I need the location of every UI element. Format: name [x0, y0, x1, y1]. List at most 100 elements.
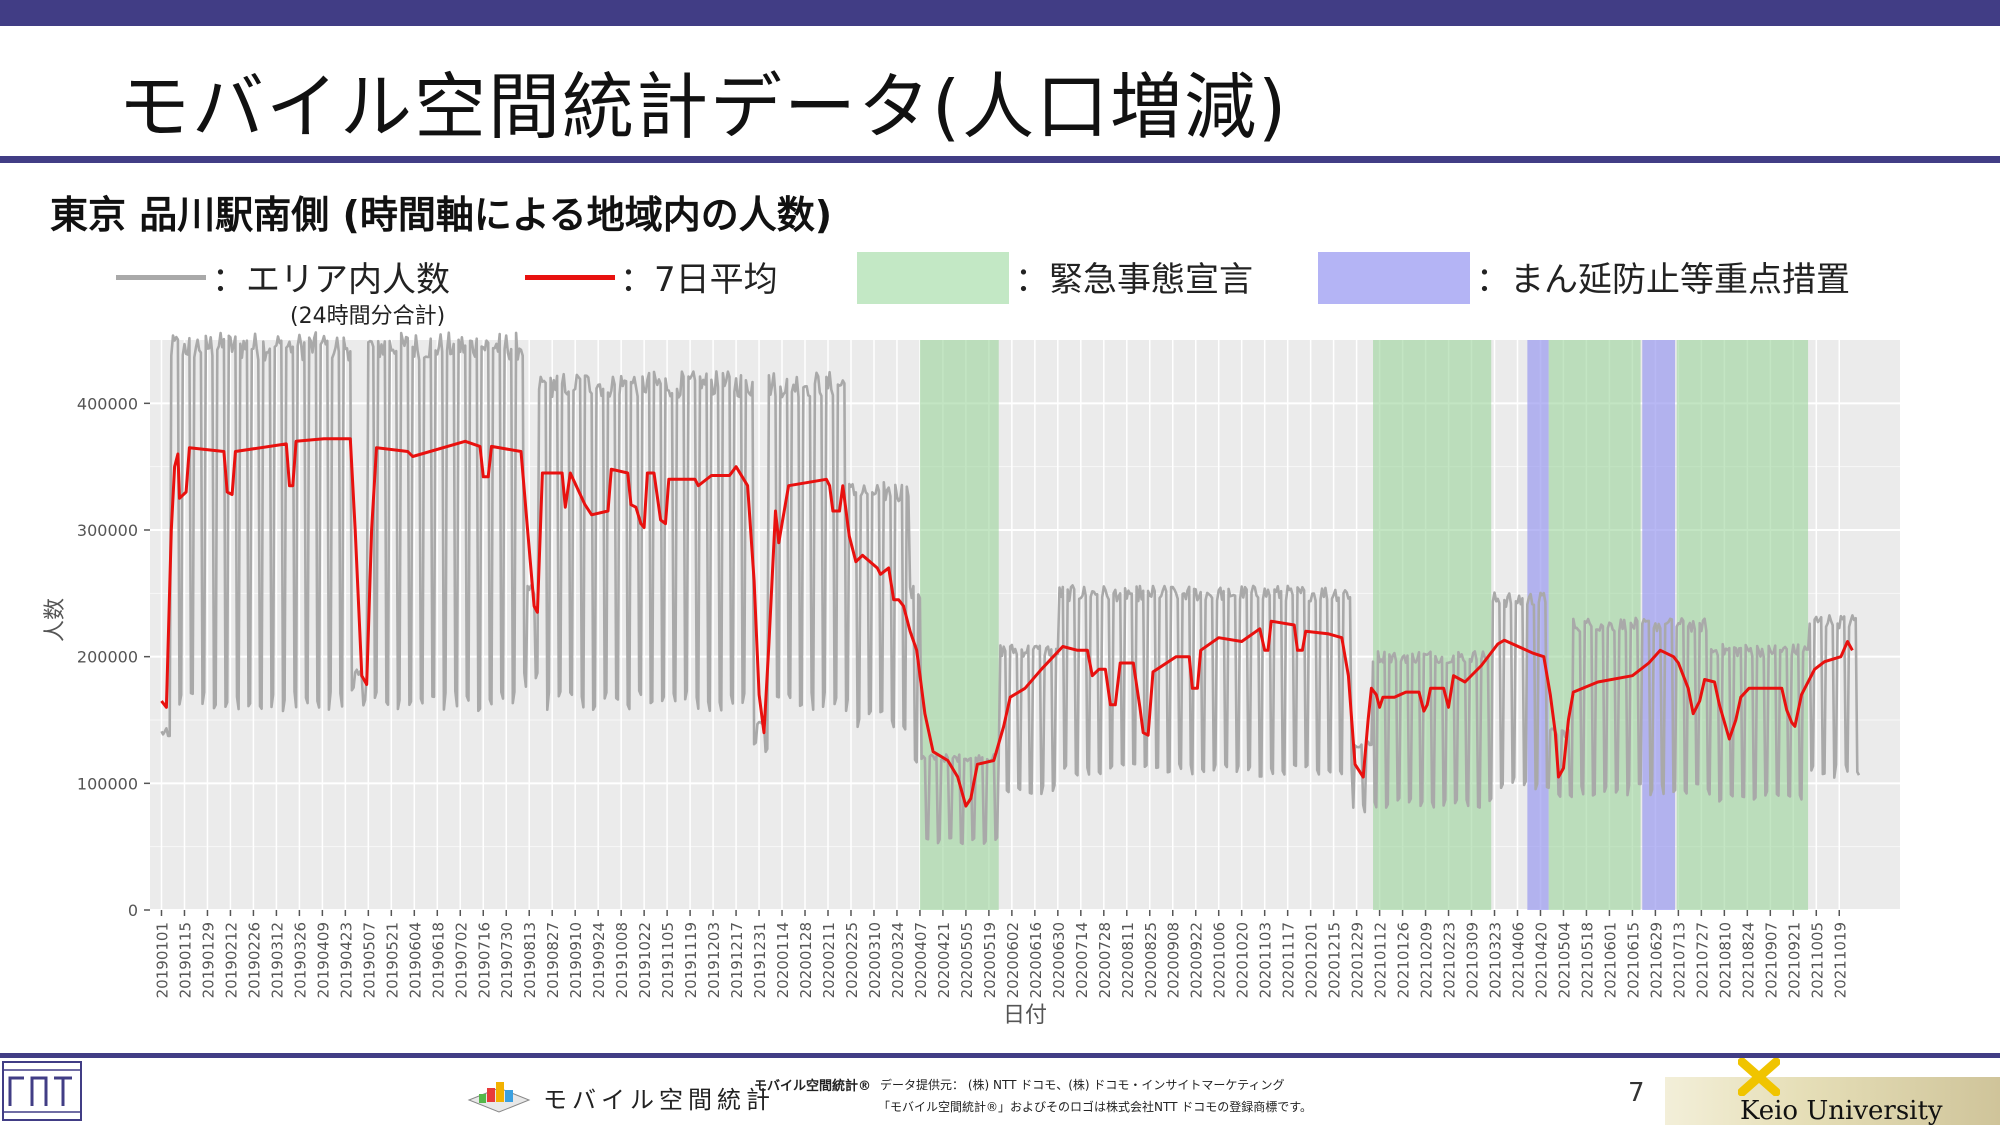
x-tick-label: 20190409 — [314, 922, 332, 998]
university-name: Keio University — [1740, 1096, 1943, 1126]
x-tick-label: 20200421 — [935, 922, 953, 998]
x-tick-label: 20200602 — [1004, 922, 1022, 998]
x-tick-label: 20200811 — [1119, 922, 1137, 998]
footer-divider — [0, 1053, 2000, 1058]
x-tick-label: 20190702 — [452, 922, 470, 998]
legend-emergency-label: ：緊急事態宣言 — [1015, 260, 1253, 300]
x-tick-label: 20190423 — [337, 922, 355, 998]
x-tick-label: 20200225 — [843, 922, 861, 998]
emergency-period-band — [1373, 340, 1492, 910]
x-tick-label: 20210126 — [1395, 922, 1413, 998]
x-tick-label: 20201201 — [1303, 922, 1321, 998]
x-tick-label: 20210323 — [1487, 922, 1505, 998]
x-tick-label: 20200324 — [889, 922, 907, 998]
y-tick-label: 100000 — [77, 774, 138, 793]
x-tick-label: 20200908 — [1165, 922, 1183, 998]
data-credit-line2: 「モバイル空間統計®」およびそのロゴは株式会社NTT ドコモの登録商標です。 — [878, 1100, 1313, 1114]
x-tick-label: 20200714 — [1073, 922, 1091, 998]
x-tick-label: 20210601 — [1601, 922, 1619, 998]
x-tick-label: 20190910 — [567, 922, 585, 998]
chart-subtitle: 東京 品川駅南側 (時間軸による地域内の人数) — [50, 193, 833, 237]
legend-priority-label: ：まん延防止等重点措置 — [1476, 260, 1850, 300]
x-tick-label: 20190326 — [291, 922, 309, 998]
x-tick-label: 20200922 — [1188, 922, 1206, 998]
x-tick-label: 20201006 — [1211, 922, 1229, 998]
x-tick-label: 20210406 — [1509, 922, 1527, 998]
x-tick-label: 20211005 — [1808, 922, 1826, 998]
x-tick-label: 20200825 — [1142, 922, 1160, 998]
x-tick-label: 20200310 — [866, 922, 884, 998]
mobile-trademark: モバイル空間統計® — [754, 1079, 872, 1094]
x-tick-label: 20210112 — [1372, 922, 1390, 998]
y-axis-title: 人数 — [43, 598, 68, 642]
x-tick-label: 20190129 — [199, 922, 217, 998]
legend-avg-label: ：7日平均 — [620, 260, 778, 300]
top-accent-bar — [0, 0, 2000, 26]
x-tick-label: 20210504 — [1555, 922, 1573, 998]
x-tick-label: 20210209 — [1418, 922, 1436, 998]
x-tick-label: 20190618 — [429, 922, 447, 998]
x-tick-label: 20190813 — [521, 922, 539, 998]
x-tick-label: 20200728 — [1096, 922, 1114, 998]
emergency-period-band — [1548, 340, 1641, 910]
y-tick-label: 0 — [128, 901, 138, 920]
population-chart: 0 100000 200000 300000 400000 20190101 201901… — [43, 331, 1900, 1028]
y-tick-label: 400000 — [77, 394, 138, 413]
x-tick-label: 20190312 — [268, 922, 286, 998]
x-tick-label: 20190924 — [590, 922, 608, 998]
x-tick-label: 20190730 — [498, 922, 516, 998]
page-number: 7 — [1628, 1078, 1645, 1108]
x-tick-label: 20191008 — [613, 922, 631, 998]
x-tick-label: 20191217 — [728, 922, 746, 998]
x-tick-label: 20200519 — [981, 922, 999, 998]
x-tick-label: 20190226 — [245, 922, 263, 998]
keio-banner — [1665, 1077, 2000, 1125]
x-tick-label: 20210309 — [1464, 922, 1482, 998]
legend-area-note: (24時間分合計) — [290, 304, 446, 329]
x-tick-label: 20190115 — [176, 922, 194, 998]
x-tick-label: 20191203 — [705, 922, 723, 998]
x-tick-label: 20210518 — [1578, 922, 1596, 998]
mobile-logo-text: モバイル空間統計 — [543, 1086, 775, 1114]
x-tick-label: 20200505 — [958, 922, 976, 998]
x-tick-label: 20201215 — [1326, 922, 1344, 998]
legend-avg-swatch — [525, 275, 615, 280]
x-tick-label: 20191105 — [659, 922, 677, 998]
x-tick-label: 20190604 — [406, 922, 424, 998]
x-tick-label: 20200114 — [774, 922, 792, 998]
x-tick-label: 20201020 — [1234, 922, 1252, 998]
x-tick-label: 20190716 — [475, 922, 493, 998]
x-tick-label: 20210629 — [1647, 922, 1665, 998]
keio-pen-mark-icon — [1738, 1058, 1780, 1096]
mobile-spatial-statistics-logo-icon — [467, 1082, 531, 1113]
emergency-period-band — [1676, 340, 1809, 910]
legend-area-swatch — [116, 275, 206, 280]
x-axis-title: 日付 — [1003, 1003, 1047, 1028]
x-tick-label: 20210727 — [1693, 922, 1711, 998]
x-tick-label: 20210713 — [1670, 922, 1688, 998]
x-tick-label: 20200211 — [820, 922, 838, 998]
x-tick-label: 20201117 — [1280, 922, 1298, 998]
data-credit-line1: データ提供元： (株) NTT ドコモ、(株) ドコモ・インサイトマーケティング — [880, 1078, 1285, 1092]
legend-priority-swatch — [1318, 252, 1470, 304]
x-tick-label: 20210824 — [1739, 922, 1757, 998]
x-tick-label: 20211019 — [1831, 922, 1849, 998]
x-tick-label: 20191119 — [682, 922, 700, 998]
x-tick-label: 20191022 — [636, 922, 654, 998]
legend-emergency-swatch — [857, 252, 1009, 304]
page-title: モバイル空間統計データ(人口増減) — [118, 65, 1289, 149]
x-tick-label: 20191231 — [751, 922, 769, 998]
y-tick-label: 200000 — [77, 648, 138, 667]
x-tick-label: 20210907 — [1762, 922, 1780, 998]
x-tick-label: 20200407 — [912, 922, 930, 998]
legend-area-label: ：エリア内人数 — [212, 260, 450, 300]
series-line-7day-average — [160, 437, 1854, 808]
x-tick-label: 20210921 — [1785, 922, 1803, 998]
title-divider — [0, 156, 2000, 163]
x-tick-label: 20201103 — [1257, 922, 1275, 998]
x-tick-label: 20210810 — [1716, 922, 1734, 998]
x-tick-label: 20200128 — [797, 922, 815, 998]
x-tick-label: 20200616 — [1027, 922, 1045, 998]
y-tick-label: 300000 — [77, 521, 138, 540]
x-tick-label: 20190101 — [153, 922, 171, 998]
